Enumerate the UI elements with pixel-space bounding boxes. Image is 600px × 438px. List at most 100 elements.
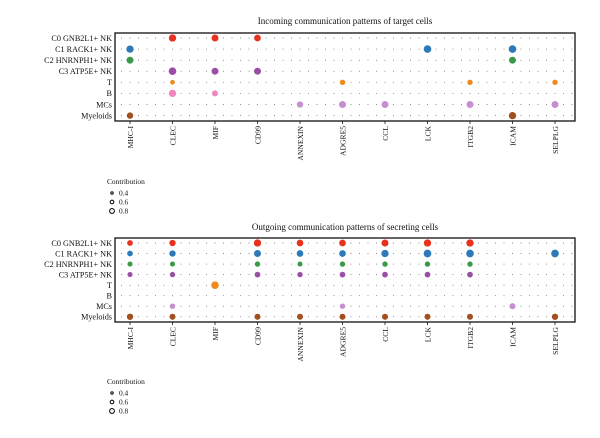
background-dot [265,37,267,39]
background-dot [469,37,471,39]
background-dot [359,295,360,297]
background-dot [444,263,445,265]
background-dot [537,316,539,318]
data-point [297,271,303,278]
background-dot [299,295,301,297]
background-dot [571,305,573,307]
data-points [126,239,559,320]
background-dot [367,242,369,244]
background-dot [282,70,284,72]
background-dot [367,104,369,105]
background-dot [146,274,148,276]
background-dot [376,263,377,265]
background-dot [537,59,539,61]
background-dot [189,253,190,254]
background-dot [571,284,573,286]
background-dot [452,316,454,318]
background-dot [461,59,462,61]
column-label: LCK [423,326,432,342]
background-dot [325,92,326,94]
chart-title: Incoming communication patterns of targe… [258,16,433,26]
background-dot [384,305,386,307]
background-dot [427,70,428,72]
background-dot [478,115,479,117]
column-label: ADGRE5 [338,126,347,156]
column-label: CLEC [168,327,177,346]
background-dot [495,263,496,265]
background-dot [529,295,530,297]
background-dot [452,305,454,307]
background-dot [146,37,148,39]
data-point [211,34,219,42]
background-dot [206,104,207,105]
data-point [551,313,559,320]
background-dot [274,253,275,254]
background-dot [503,115,505,117]
background-dot [121,92,122,94]
background-dot [214,263,216,265]
background-dot [163,242,165,244]
row-label: Myeloids [81,111,112,120]
background-dot [486,242,488,244]
background-dot [478,59,479,61]
background-dot [274,59,275,61]
background-dot [393,295,394,297]
background-dot [435,70,437,72]
background-dot [401,295,403,297]
background-dot [231,70,233,72]
background-dot [325,316,326,318]
background-dot [325,37,326,39]
background-dot [418,242,420,244]
background-dot [410,70,411,72]
background-dot [461,253,462,254]
background-dot [401,104,403,105]
background-dot [469,92,471,94]
background-dot [121,295,122,297]
background-dot [350,92,352,94]
background-dot [197,284,199,286]
background-dot [503,104,505,105]
data-point [467,261,473,267]
background-dot [138,81,139,83]
background-dot [316,295,318,297]
background-dot [486,92,488,94]
background-dot [359,316,360,318]
background-dot [512,274,513,276]
row-label: B [107,292,113,301]
background-dot [410,115,411,117]
background-dot [121,242,122,244]
background-dot [206,59,207,61]
column-label: ANNEXIN [296,125,305,160]
background-dot [138,242,139,244]
background-dot [257,92,258,94]
background-dot [163,115,165,117]
background-dot [571,295,573,297]
background-dot [520,295,522,297]
background-dot [214,253,216,254]
data-point [381,239,389,247]
background-dot [401,81,403,83]
background-dot [214,81,216,83]
background-dot [537,263,539,265]
background-dot [384,70,386,72]
data-point [127,240,133,246]
background-dot [359,253,360,254]
background-dot [333,37,335,39]
background-dot [342,92,343,94]
background-dot [503,253,505,254]
background-dot [571,263,573,265]
background-dot [418,284,420,286]
background-dot [231,253,233,254]
background-dot [206,115,207,117]
background-dot [478,37,479,39]
data-point [509,303,516,310]
background-dot [546,295,547,297]
background-dot [155,316,156,318]
data-point [424,261,431,267]
legend-label: 0.8 [119,407,129,416]
background-dot [512,295,513,297]
background-dot [512,104,513,105]
background-dot [146,284,148,286]
background-dot [265,263,267,265]
background-dot [486,37,488,39]
